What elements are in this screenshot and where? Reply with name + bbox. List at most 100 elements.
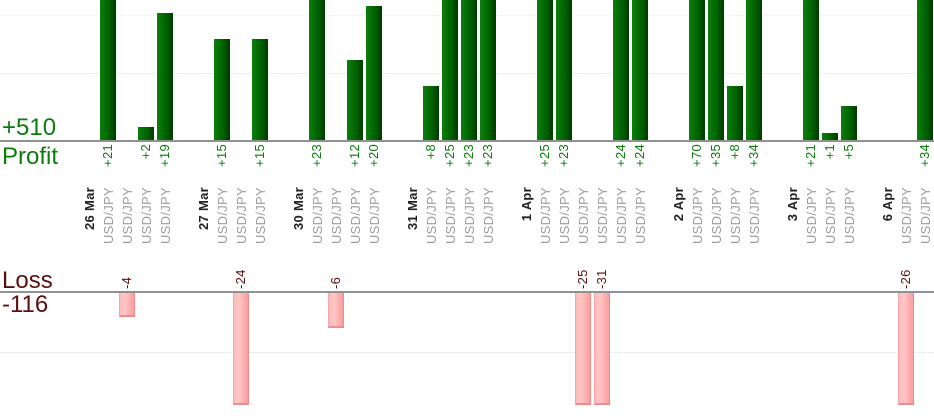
loss-bar [594,293,610,405]
pair-label: USD/JPY [595,187,610,245]
loss-value-label: -24 [233,269,248,289]
pair-label: USD/JPY [690,187,705,245]
pair-label: USD/JPY [899,187,914,245]
profit-value-label: +20 [366,144,381,167]
pair-label: USD/JPY [538,187,553,245]
profit-bar [442,0,458,140]
pair-label: USD/JPY [215,187,230,245]
profit-bar [841,106,857,140]
loss-bar [328,293,344,328]
profit-value-label: +21 [100,144,115,167]
pair-label: USD/JPY [633,187,648,245]
profit-bar [423,86,439,140]
pair-label: USD/JPY [367,187,382,245]
pair-label: USD/JPY [101,187,116,245]
loss-value-label: -6 [328,276,343,289]
profit-bar [708,0,724,140]
profit-value-label: +8 [423,144,438,160]
loss-bar [575,293,591,405]
profit-bar [537,0,553,140]
pair-label: USD/JPY [253,187,268,245]
pair-label: USD/JPY [709,187,724,245]
profit-value-label: +23 [556,144,571,167]
profit-bar [746,0,762,140]
date-label: 26 Mar [82,187,97,230]
profit-value-label: +23 [309,144,324,167]
date-label: 30 Mar [291,187,306,230]
pair-label: USD/JPY [158,187,173,245]
profit-value-label: +21 [803,144,818,167]
profit-value-label: +34 [746,144,761,167]
loss-value-label: -31 [594,269,609,289]
profit-bar [803,0,819,140]
profit-value-label: +15 [252,144,267,167]
pair-label: USD/JPY [462,187,477,245]
pair-label: USD/JPY [329,187,344,245]
date-label: 31 Mar [405,187,420,230]
profit-bar [366,6,382,140]
pair-label: USD/JPY [443,187,458,245]
profit-bar [632,0,648,140]
pair-label: USD/JPY [576,187,591,245]
profit-value-label: +19 [157,144,172,167]
loss-bar [119,293,135,317]
profit-bar [347,60,363,140]
date-label: 27 Mar [196,187,211,230]
profit-value-label: +24 [632,144,647,167]
loss-value-label: -25 [575,269,590,289]
pair-label: USD/JPY [310,187,325,245]
profit-bar [556,0,572,140]
loss-value-label: -4 [119,276,134,289]
profit-total: +510 [2,114,57,141]
date-label: 1 Apr [519,187,534,222]
profit-value-label: +2 [138,144,153,160]
profit-value-label: +70 [689,144,704,167]
pair-label: USD/JPY [918,187,933,245]
profit-value-label: +23 [480,144,495,167]
pair-label: USD/JPY [823,187,838,245]
pair-label: USD/JPY [348,187,363,245]
pair-label: USD/JPY [804,187,819,245]
pair-label: USD/JPY [234,187,249,245]
profit-bar [689,0,705,140]
pair-label: USD/JPY [481,187,496,245]
profit-value-label: +25 [442,144,457,167]
profit-value-label: +5 [841,144,856,160]
profit-bar [214,39,230,140]
profit-value-label: +24 [613,144,628,167]
profit-value-label: +25 [537,144,552,167]
pair-label: USD/JPY [557,187,572,245]
profit-value-label: +34 [917,144,932,167]
profit-bar [613,0,629,140]
loss-total: -116 [2,291,49,318]
profit-value-label: +12 [347,144,362,167]
pair-label: USD/JPY [120,187,135,245]
loss-axis-title: Loss [2,267,53,294]
profit-bar [100,0,116,140]
profit-bar [138,127,154,140]
pair-label: USD/JPY [614,187,629,245]
profit-bar [917,0,933,140]
profit-value-label: +35 [708,144,723,167]
pair-label: USD/JPY [842,187,857,245]
profit-bar [309,0,325,140]
profit-value-label: +8 [727,144,742,160]
date-label: 3 Apr [785,187,800,222]
profit-bar [727,86,743,140]
profit-value-label: +23 [461,144,476,167]
profit-bar [461,0,477,140]
date-label: 2 Apr [671,187,686,222]
loss-axis-line [0,291,934,293]
profit-value-label: +15 [214,144,229,167]
profit-axis-line [0,140,934,142]
pair-label: USD/JPY [139,187,154,245]
date-label: 6 Apr [880,187,895,222]
pair-label: USD/JPY [424,187,439,245]
loss-bar [233,293,249,405]
profit-bar [480,0,496,140]
profit-bar [822,133,838,140]
pair-label: USD/JPY [728,187,743,245]
loss-gridline [0,352,934,353]
loss-bar [898,293,914,405]
